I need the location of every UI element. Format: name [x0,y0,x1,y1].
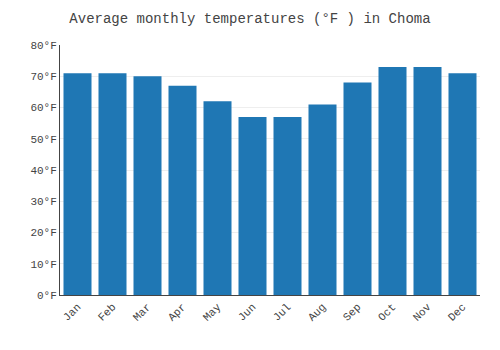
svg-text:80°F: 80°F [30,40,56,52]
svg-text:Sep: Sep [341,301,363,323]
svg-text:30°F: 30°F [30,196,56,208]
svg-text:Mar: Mar [131,301,153,323]
svg-text:70°F: 70°F [30,71,56,83]
svg-text:Aug: Aug [306,301,328,323]
svg-text:0°F: 0°F [37,290,57,302]
svg-text:May: May [201,301,224,324]
svg-text:40°F: 40°F [30,165,56,177]
svg-text:20°F: 20°F [30,227,56,239]
svg-text:Feb: Feb [96,301,118,323]
svg-text:Nov: Nov [411,301,434,324]
svg-text:Apr: Apr [166,301,188,323]
svg-text:60°F: 60°F [30,102,56,114]
svg-text:Jul: Jul [271,301,293,323]
svg-text:50°F: 50°F [30,134,56,146]
svg-text:Average monthly temperatures (: Average monthly temperatures (°F ) in Ch… [69,11,430,27]
svg-text:Oct: Oct [376,301,398,323]
svg-text:Jun: Jun [236,301,258,323]
svg-text:Dec: Dec [446,301,468,323]
svg-text:10°F: 10°F [30,259,56,271]
svg-text:Jan: Jan [61,301,83,323]
